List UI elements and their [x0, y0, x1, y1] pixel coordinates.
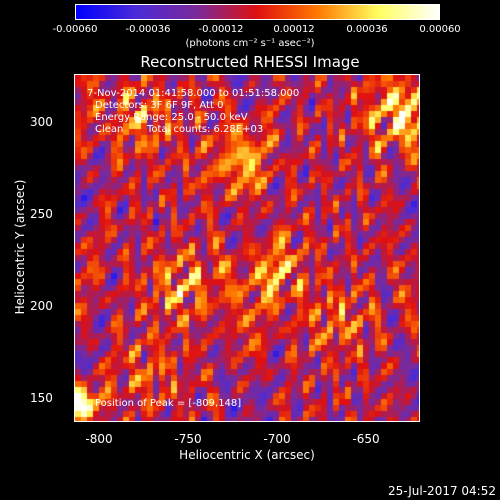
x-tick-label: -650 — [352, 432, 380, 446]
x-tick-label: -800 — [85, 432, 113, 446]
timestamp: 25-Jul-2017 04:52 — [387, 484, 496, 498]
x-tick-label: -700 — [263, 432, 291, 446]
chart-title: Reconstructed RHESSI Image — [140, 53, 360, 71]
colorbar-tick: -0.00012 — [198, 24, 244, 35]
y-tick-label: 250 — [30, 207, 53, 221]
detectors-label: Detectors: 3F 6F 9F, Att 0 — [95, 100, 224, 111]
total-counts-label: Total counts: 6.28E+03 — [147, 124, 264, 135]
colorbar-units: (photons cm⁻² s⁻¹ asec⁻²) — [185, 38, 315, 49]
plot-area: 7-Nov-2014 01:41:58.000 to 01:51:58.000 … — [74, 74, 420, 422]
colorbar — [75, 4, 440, 20]
energy-range-label: Energy Range: 25.0 - 50.0 keV — [95, 112, 248, 123]
colorbar-tick: 0.00060 — [419, 24, 461, 35]
colorbar-tick: 0.00036 — [346, 24, 388, 35]
heatmap-image — [75, 75, 419, 421]
x-axis-label: Heliocentric X (arcsec) — [179, 448, 315, 462]
y-tick-label: 200 — [30, 299, 53, 313]
colorbar-tick: -0.00036 — [125, 24, 171, 35]
y-axis-label: Heliocentric Y (arcsec) — [13, 179, 27, 315]
x-tick-label: -750 — [174, 432, 202, 446]
method-label: Clean — [95, 124, 124, 135]
time-range-label: 7-Nov-2014 01:41:58.000 to 01:51:58.000 — [87, 88, 300, 99]
y-tick-label: 300 — [30, 115, 53, 129]
colorbar-tick: -0.00060 — [52, 24, 98, 35]
peak-position-label: Position of Peak = [-809,148] — [95, 398, 242, 409]
y-tick-label: 150 — [30, 391, 53, 405]
colorbar-tick: 0.00012 — [273, 24, 315, 35]
